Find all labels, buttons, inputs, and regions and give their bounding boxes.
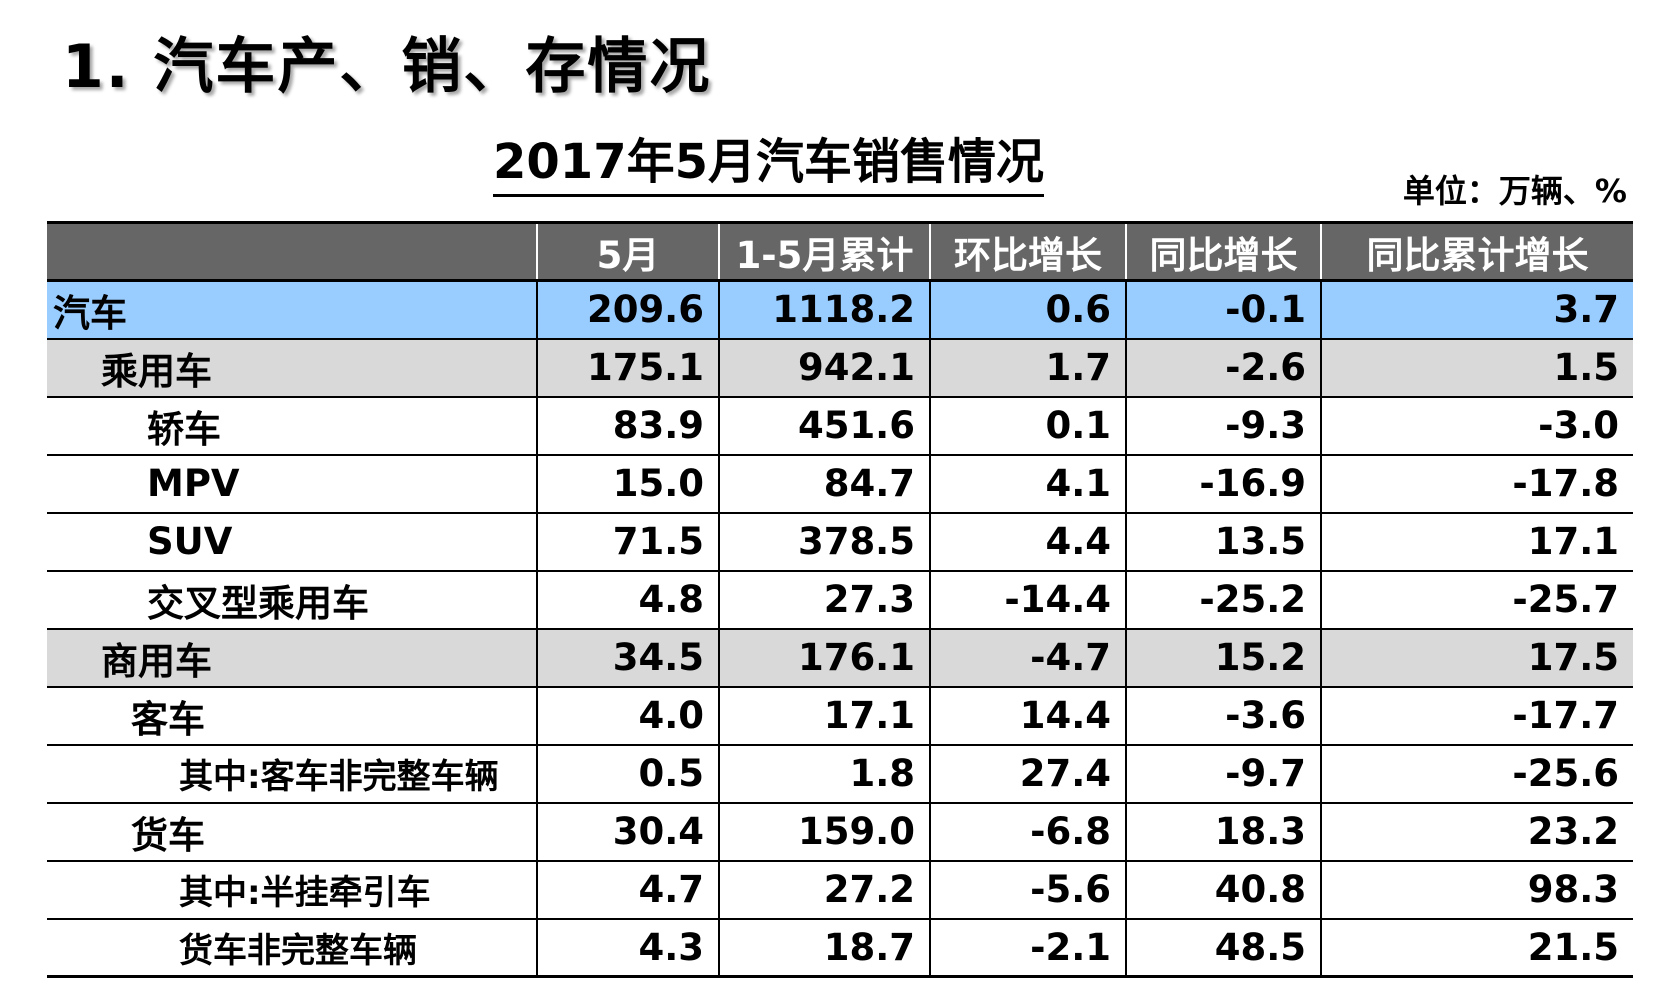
value-cell: 40.8 (1125, 860, 1321, 920)
value-cell: -14.4 (929, 570, 1126, 630)
row-label: 汽车 (47, 280, 537, 340)
value-cell: -25.2 (1125, 570, 1321, 630)
header-cell: 5月 (536, 221, 719, 282)
table-row: 乘用车 175.1 942.1 1.7 -2.6 1.5 (47, 338, 1633, 398)
value-cell: 4.4 (929, 512, 1126, 572)
table-row: 轿车 83.9 451.6 0.1 -9.3 -3.0 (47, 396, 1633, 456)
value-cell: -25.7 (1320, 570, 1633, 630)
sales-table: 5月 1-5月累计 环比增长 同比增长 同比累计增长 汽车 209.6 1118.2… (47, 221, 1633, 978)
table-row: 商用车 34.5 176.1 -4.7 15.2 17.5 (47, 628, 1633, 688)
section-heading: 1. 汽车产、销、存情况 (62, 32, 712, 102)
unit-label: 单位：万辆、% (1402, 172, 1627, 210)
value-cell: 14.4 (929, 686, 1126, 746)
table-row: 其中:客车非完整车辆 0.5 1.8 27.4 -9.7 -25.6 (47, 744, 1633, 804)
value-cell: 71.5 (536, 512, 719, 572)
table-row: 货车 30.4 159.0 -6.8 18.3 23.2 (47, 802, 1633, 862)
row-label: 货车非完整车辆 (47, 918, 537, 978)
value-cell: 98.3 (1320, 860, 1633, 920)
value-cell: 18.3 (1125, 802, 1321, 862)
row-label: MPV (47, 454, 537, 514)
value-cell: 1118.2 (718, 280, 930, 340)
value-cell: -17.7 (1320, 686, 1633, 746)
value-cell: 4.1 (929, 454, 1126, 514)
table-body: 汽车 209.6 1118.2 0.6 -0.1 3.7 乘用车 175.1 942.1 1.7-… (47, 280, 1633, 978)
value-cell: 21.5 (1320, 918, 1633, 978)
value-cell: 13.5 (1125, 512, 1321, 572)
value-cell: 4.3 (536, 918, 719, 978)
value-cell: 0.6 (929, 280, 1126, 340)
header-cell (47, 221, 537, 282)
row-label: 乘用车 (47, 338, 537, 398)
table-row: 货车非完整车辆 4.3 18.7 -2.1 48.5 21.5 (47, 918, 1633, 978)
value-cell: 942.1 (718, 338, 930, 398)
value-cell: 17.5 (1320, 628, 1633, 688)
table-row: MPV 15.0 84.7 4.1 -16.9 -17.8 (47, 454, 1633, 514)
table-title-wrap: 2017年5月汽车销售情况 (0, 122, 1677, 197)
value-cell: 0.5 (536, 744, 719, 804)
row-label: 其中:半挂牵引车 (47, 860, 537, 920)
row-label: 其中:客车非完整车辆 (47, 744, 537, 804)
value-cell: 159.0 (718, 802, 930, 862)
value-cell: 17.1 (1320, 512, 1633, 572)
value-cell: 0.1 (929, 396, 1126, 456)
value-cell: -5.6 (929, 860, 1126, 920)
value-cell: 15.0 (536, 454, 719, 514)
header-cell: 同比累计增长 (1320, 221, 1633, 282)
value-cell: 209.6 (536, 280, 719, 340)
row-label: 货车 (47, 802, 537, 862)
table-row: 其中:半挂牵引车 4.7 27.2 -5.6 40.8 98.3 (47, 860, 1633, 920)
value-cell: 1.8 (718, 744, 930, 804)
value-cell: 4.7 (536, 860, 719, 920)
value-cell: -6.8 (929, 802, 1126, 862)
value-cell: 23.2 (1320, 802, 1633, 862)
value-cell: 27.3 (718, 570, 930, 630)
header-cell: 同比增长 (1125, 221, 1321, 282)
value-cell: -9.3 (1125, 396, 1321, 456)
value-cell: -25.6 (1320, 744, 1633, 804)
value-cell: -2.6 (1125, 338, 1321, 398)
table-row: SUV 71.5 378.5 4.4 13.5 17.1 (47, 512, 1633, 572)
value-cell: 30.4 (536, 802, 719, 862)
value-cell: 175.1 (536, 338, 719, 398)
value-cell: -3.6 (1125, 686, 1321, 746)
header-cell: 1-5月累计 (718, 221, 930, 282)
table-row: 客车 4.0 17.1 14.4 -3.6 -17.7 (47, 686, 1633, 746)
value-cell: 27.2 (718, 860, 930, 920)
value-cell: 378.5 (718, 512, 930, 572)
value-cell: 84.7 (718, 454, 930, 514)
value-cell: 3.7 (1320, 280, 1633, 340)
value-cell: -3.0 (1320, 396, 1633, 456)
value-cell: -2.1 (929, 918, 1126, 978)
value-cell: 15.2 (1125, 628, 1321, 688)
value-cell: 18.7 (718, 918, 930, 978)
value-cell: -16.9 (1125, 454, 1321, 514)
row-label: 交叉型乘用车 (47, 570, 537, 630)
value-cell: 1.7 (929, 338, 1126, 398)
header-cell: 环比增长 (929, 221, 1126, 282)
value-cell: -4.7 (929, 628, 1126, 688)
value-cell: 34.5 (536, 628, 719, 688)
row-label: 商用车 (47, 628, 537, 688)
row-label: 客车 (47, 686, 537, 746)
row-label: 轿车 (47, 396, 537, 456)
value-cell: 48.5 (1125, 918, 1321, 978)
value-cell: 4.8 (536, 570, 719, 630)
row-label: SUV (47, 512, 537, 572)
value-cell: 176.1 (718, 628, 930, 688)
table-row: 汽车 209.6 1118.2 0.6 -0.1 3.7 (47, 280, 1633, 340)
value-cell: 1.5 (1320, 338, 1633, 398)
table-title: 2017年5月汽车销售情况 (493, 134, 1044, 197)
table-header-row: 5月 1-5月累计 环比增长 同比增长 同比累计增长 (47, 221, 1633, 282)
table-row: 交叉型乘用车 4.8 27.3 -14.4 -25.2 -25.7 (47, 570, 1633, 630)
value-cell: 17.1 (718, 686, 930, 746)
value-cell: -9.7 (1125, 744, 1321, 804)
value-cell: 4.0 (536, 686, 719, 746)
value-cell: 451.6 (718, 396, 930, 456)
value-cell: -0.1 (1125, 280, 1321, 340)
value-cell: 83.9 (536, 396, 719, 456)
value-cell: -17.8 (1320, 454, 1633, 514)
value-cell: 27.4 (929, 744, 1126, 804)
